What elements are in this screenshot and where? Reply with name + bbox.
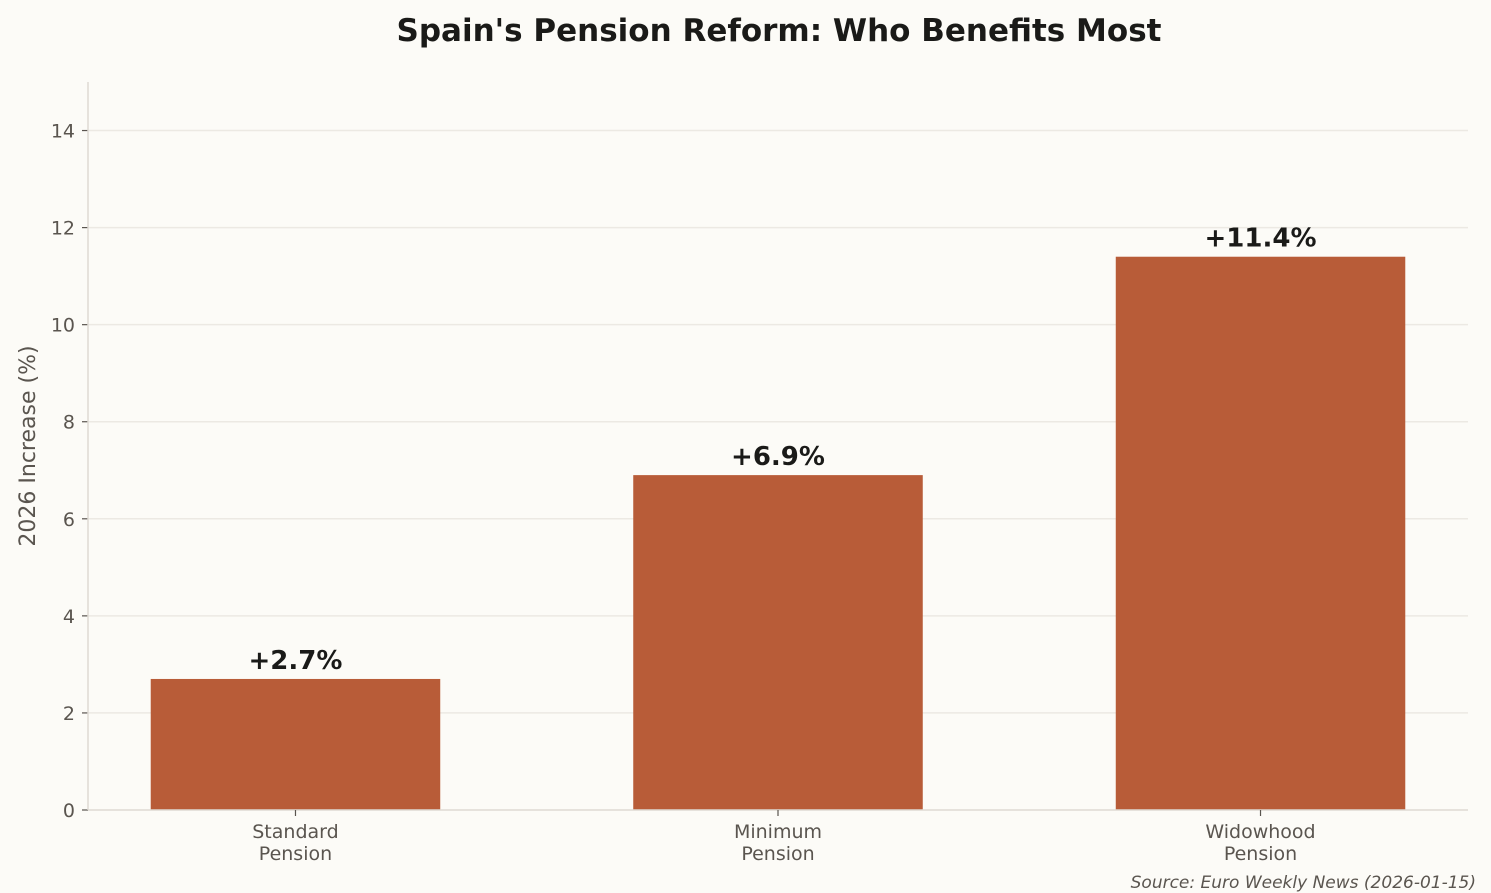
data-label: +6.9% [731, 442, 825, 472]
x-tick-label: Pension [1224, 843, 1297, 865]
y-tick-label: 8 [63, 412, 75, 434]
y-tick-label: 12 [51, 218, 75, 240]
y-tick-label: 6 [63, 509, 75, 531]
source-note: Source: Euro Weekly News (2026-01-15) [1131, 873, 1476, 893]
data-label: +11.4% [1205, 224, 1317, 254]
y-tick-label: 4 [63, 606, 75, 628]
bar-2 [1115, 256, 1406, 811]
y-tick-label: 14 [51, 121, 75, 143]
chart-title: Spain's Pension Reform: Who Benefits Mos… [397, 13, 1162, 49]
y-tick-label: 10 [51, 315, 75, 337]
bar-0 [150, 678, 441, 810]
x-tick-label: Pension [259, 843, 332, 865]
y-tick-label: 0 [63, 800, 75, 822]
x-tick-label: Pension [741, 843, 814, 865]
x-tick-label: Minimum [734, 821, 822, 843]
data-label: +2.7% [249, 646, 343, 676]
x-tick-label: Standard [252, 821, 338, 843]
bar-1 [633, 475, 923, 810]
y-axis-label: 2026 Increase (%) [16, 345, 41, 546]
x-tick-label: Widowhood [1205, 821, 1315, 843]
y-tick-label: 2 [63, 703, 75, 725]
